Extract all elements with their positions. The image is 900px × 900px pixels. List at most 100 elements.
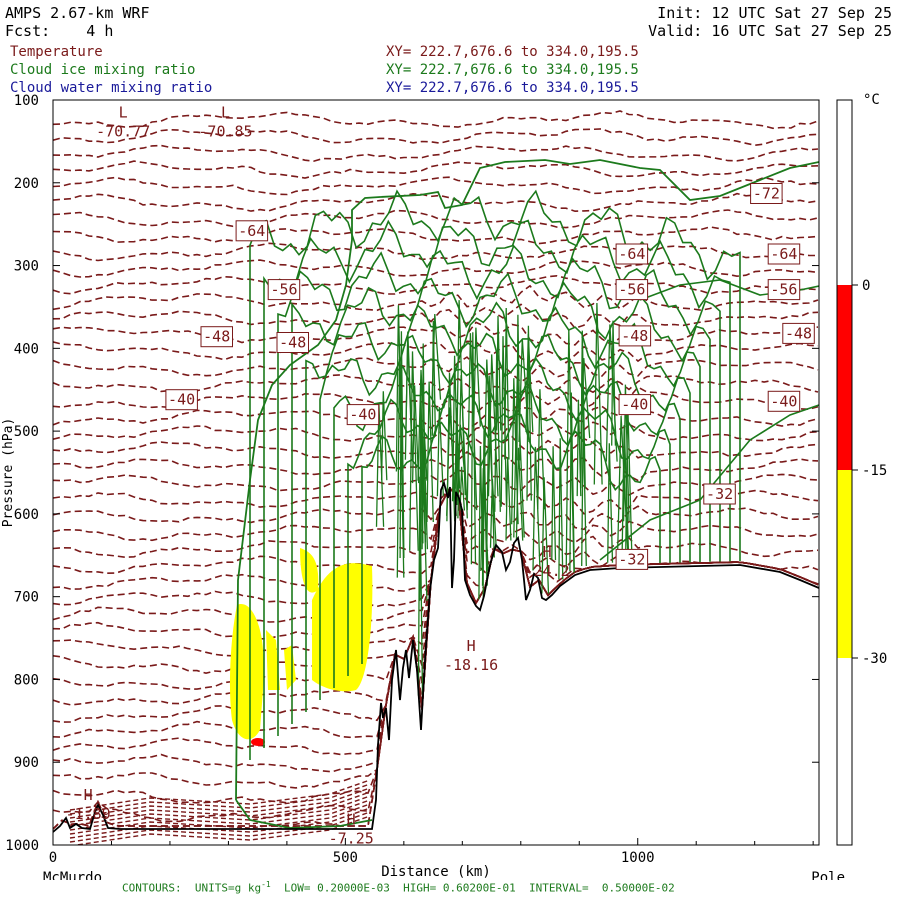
ice-contour: [404, 331, 414, 460]
temperature-contour: [69, 783, 371, 815]
ice-contour: [576, 399, 582, 497]
legend-ice-name: Cloud ice mixing ratio: [10, 62, 196, 78]
ice-contour: [622, 384, 630, 522]
ice-contour: [611, 320, 617, 446]
ice-contour: [525, 334, 534, 433]
temperature-contour: [53, 144, 819, 162]
legend-temperature-name: Temperature: [10, 44, 103, 60]
temperature-contour: [53, 488, 819, 575]
temperature-label: -72: [753, 185, 780, 203]
temperature-label: -48: [621, 327, 648, 345]
cloud-water-shade-warm: [251, 738, 265, 746]
ice-contour: [569, 392, 575, 572]
temperature-label-box: [165, 389, 198, 411]
legend-water-name: Cloud water mixing ratio: [10, 80, 213, 96]
ice-contours: [235, 159, 819, 829]
temperature-label-box: [615, 279, 649, 301]
forecast-value: 4 h: [86, 22, 114, 40]
temperature-label-box: [750, 183, 783, 204]
temperature-contour: [53, 128, 819, 147]
temperature-contour: [69, 795, 371, 827]
x-endpoint-start: McMurdo: [43, 870, 102, 880]
ice-contour: [277, 244, 721, 736]
contour-stats: LOW= 0.20000E-03 HIGH= 0.60200E-01 INTER…: [270, 881, 675, 895]
temperature-label: -64: [618, 245, 645, 263]
temperature-label: -56: [770, 281, 797, 299]
temperature-contour: [53, 340, 819, 364]
cloud-water-shade: [312, 563, 373, 692]
extremum-marker: H: [84, 786, 93, 804]
ice-contour: [451, 355, 460, 502]
extremum-marker: H: [467, 637, 476, 655]
ice-contour: [291, 272, 711, 724]
y-tick-label: 1000: [5, 838, 39, 854]
ice-contour: [431, 313, 442, 400]
extremum-value: -1.89: [66, 805, 111, 823]
temperature-label: -48: [279, 334, 306, 352]
ice-contour: [526, 325, 532, 501]
contour-units: CONTOURS: UNITS=g kg: [122, 881, 262, 895]
ice-contour: [361, 413, 661, 664]
temperature-label-box: [200, 326, 233, 348]
ice-contour: [456, 424, 468, 506]
cloud-water-shading: [229, 548, 373, 746]
ice-contour: [537, 389, 546, 510]
temperature-label-box: [615, 548, 649, 570]
temperature-label-box: [703, 483, 736, 505]
extremum-value: -24.2: [525, 562, 570, 580]
y-tick-label: 300: [14, 259, 39, 275]
temperature-label-box: [767, 390, 801, 412]
ice-contour: [593, 302, 603, 485]
temperature-contour: [71, 815, 371, 845]
colorbar-segment: [837, 285, 852, 470]
ice-contour: [421, 343, 427, 543]
ice-contour: [558, 438, 564, 580]
temperature-contour: [69, 803, 371, 835]
contour-units-exp: -1: [261, 880, 271, 889]
plot-frame: [52, 99, 820, 846]
temperature-contour: [53, 488, 819, 515]
temperature-contour: [53, 374, 819, 399]
y-tick-label: 200: [14, 176, 39, 192]
ice-contour: [495, 315, 502, 431]
ice-contour: [380, 391, 388, 481]
temperature-contour: [53, 259, 819, 278]
y-axis-label: Pressure (hPa): [1, 418, 16, 528]
cloud-water-shade: [300, 548, 319, 593]
extremum-marker: H: [347, 811, 356, 829]
ice-contour: [511, 378, 519, 525]
temperature-label: -48: [785, 324, 812, 342]
ice-contour: [473, 327, 481, 427]
temperature-contour: [53, 274, 819, 295]
colorbar-unit: °C: [863, 92, 880, 108]
temperature-label: -40: [168, 391, 195, 409]
y-tick-label: 500: [14, 424, 39, 440]
ice-contour: [235, 159, 819, 801]
ice-contour: [436, 407, 444, 497]
temperature-label: -32: [706, 485, 733, 503]
axes: 100 200 300 400 500 600 700 800 900 1000 0 500 1000 D…: [1, 93, 845, 880]
x-tick-label: 0: [49, 850, 57, 866]
ice-contour: [409, 351, 419, 551]
init-time: Init: 12 UTC Sat 27 Sep 25: [657, 4, 892, 22]
x-tick-label: 1000: [621, 850, 655, 866]
forecast-label: Fcst:: [5, 22, 51, 40]
ice-contour: [466, 333, 478, 511]
temperature-label: -40: [621, 396, 648, 414]
y-tick-label: 400: [14, 341, 39, 357]
temperature-label-box: [346, 404, 380, 426]
extremum-value: -70.85: [198, 123, 252, 141]
temperature-contour: [53, 284, 819, 312]
temperature-contour: [69, 807, 371, 839]
temperature-contour: [69, 811, 371, 843]
ice-contour: [565, 329, 575, 573]
ice-contour: [504, 307, 510, 460]
legend-ice-xy: XY= 222.7,676.6 to 334.0,195.5: [386, 62, 639, 78]
temperature-label-box: [276, 332, 309, 353]
temperature-contour: [53, 356, 819, 383]
ice-contour: [532, 446, 541, 571]
temperature-label-box: [782, 322, 815, 344]
legend-water-xy: XY= 222.7,676.6 to 334.0,195.5: [386, 80, 639, 96]
colorbar-segment: [837, 470, 852, 658]
valid-time: Valid: 16 UTC Sat 27 Sep 25: [648, 22, 892, 40]
